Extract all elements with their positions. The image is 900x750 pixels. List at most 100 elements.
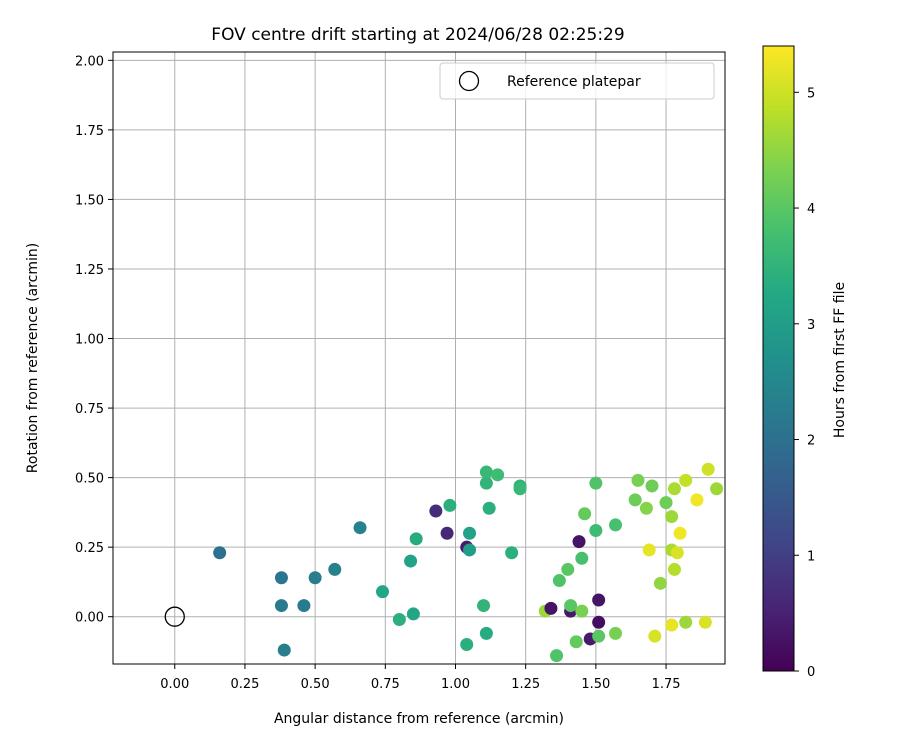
data-point: [297, 599, 311, 613]
data-point: [491, 468, 505, 482]
data-point: [670, 546, 684, 560]
plot-frame: [112, 51, 726, 665]
y-tick-label: 0.75: [75, 402, 104, 417]
x-tick-label: 0.25: [230, 677, 259, 692]
data-point: [690, 493, 704, 507]
data-point: [513, 482, 527, 496]
data-point: [642, 543, 656, 557]
colorbar-tick-label: 3: [807, 318, 815, 333]
data-point: [698, 615, 712, 629]
data-point: [628, 493, 642, 507]
data-point: [592, 615, 606, 629]
data-point: [477, 599, 491, 613]
x-axis-ticks: 0.00 0.25 0.50 0.75 1.00 1.25 1.50 1.75: [160, 664, 681, 692]
data-point: [552, 574, 566, 588]
data-point: [592, 629, 606, 643]
data-point: [463, 543, 477, 557]
x-tick-label: 1.75: [652, 677, 681, 692]
grid-lines: [113, 52, 725, 664]
data-point: [328, 562, 342, 576]
data-point: [589, 523, 603, 537]
data-point: [550, 649, 564, 663]
legend-box: [439, 62, 715, 100]
data-point: [679, 615, 693, 629]
data-point: [665, 618, 679, 632]
data-point: [404, 554, 418, 568]
data-point: [631, 473, 645, 487]
data-point: [564, 599, 578, 613]
data-point: [667, 482, 681, 496]
data-point: [479, 476, 493, 490]
colorbar-tick-label: 5: [807, 86, 815, 101]
x-tick-label: 0.75: [371, 677, 400, 692]
colorbar: 0 1 2 3 4 5 Hours from first FF file: [762, 45, 848, 680]
reference-marker-group: [164, 606, 185, 627]
data-point: [665, 510, 679, 524]
colorbar-tick-label: 1: [807, 549, 815, 564]
data-point: [409, 532, 423, 546]
data-point: [648, 629, 662, 643]
colorbar-tick-label: 4: [807, 202, 815, 217]
data-point: [463, 526, 477, 540]
data-point: [679, 473, 693, 487]
y-tick-label: 0.50: [75, 472, 104, 487]
data-point: [482, 501, 496, 515]
legend-label: Reference platepar: [507, 74, 641, 90]
y-tick-label: 2.00: [75, 54, 104, 69]
x-axis-label: Angular distance from reference (arcmin): [274, 711, 564, 727]
y-tick-label: 0.00: [75, 611, 104, 626]
data-point: [575, 604, 589, 618]
data-point: [440, 526, 454, 540]
chart-title: FOV centre drift starting at 2024/06/28 …: [211, 25, 624, 45]
data-point: [673, 526, 687, 540]
data-point: [659, 496, 673, 510]
data-point: [479, 626, 493, 640]
data-point: [505, 546, 519, 560]
data-point: [710, 482, 724, 496]
x-tick-label: 1.00: [441, 677, 470, 692]
data-point: [645, 479, 659, 493]
data-point: [308, 571, 322, 585]
data-point: [561, 562, 575, 576]
y-tick-label: 1.25: [75, 263, 104, 278]
reference-platepar-marker: [164, 606, 185, 627]
legend: Reference platepar: [439, 62, 715, 100]
data-point: [392, 612, 406, 626]
data-point: [572, 535, 586, 549]
data-point: [213, 546, 227, 560]
data-point: [701, 462, 715, 476]
x-tick-label: 0.00: [160, 677, 189, 692]
x-tick-label: 1.50: [581, 677, 610, 692]
data-point: [609, 626, 623, 640]
data-point: [277, 643, 291, 657]
x-tick-label: 0.50: [301, 677, 330, 692]
data-point: [569, 635, 583, 649]
colorbar-ticks: 0 1 2 3 4 5: [794, 86, 815, 680]
data-point: [479, 465, 493, 479]
colorbar-label: Hours from first FF file: [832, 282, 848, 438]
colorbar-gradient: [762, 45, 795, 672]
data-point: [578, 507, 592, 521]
data-point: [609, 518, 623, 532]
data-point: [667, 562, 681, 576]
y-axis-ticks: 0.00 0.25 0.50 0.75 1.00 1.25 1.50 1.75 2.00: [75, 54, 113, 626]
colorbar-tick-label: 2: [807, 434, 815, 449]
y-tick-label: 1.00: [75, 333, 104, 348]
data-point: [639, 501, 653, 515]
data-point: [406, 607, 420, 621]
data-point: [575, 551, 589, 565]
data-point: [653, 576, 667, 590]
colorbar-tick-label: 0: [807, 665, 815, 680]
data-point: [274, 599, 288, 613]
y-tick-label: 1.50: [75, 193, 104, 208]
data-point: [589, 476, 603, 490]
data-point: [592, 593, 606, 607]
data-point: [274, 571, 288, 585]
legend-open-circle-marker: [458, 70, 480, 92]
data-point: [544, 601, 558, 615]
data-point: [376, 585, 390, 599]
data-point: [353, 521, 367, 535]
data-point: [460, 638, 474, 652]
